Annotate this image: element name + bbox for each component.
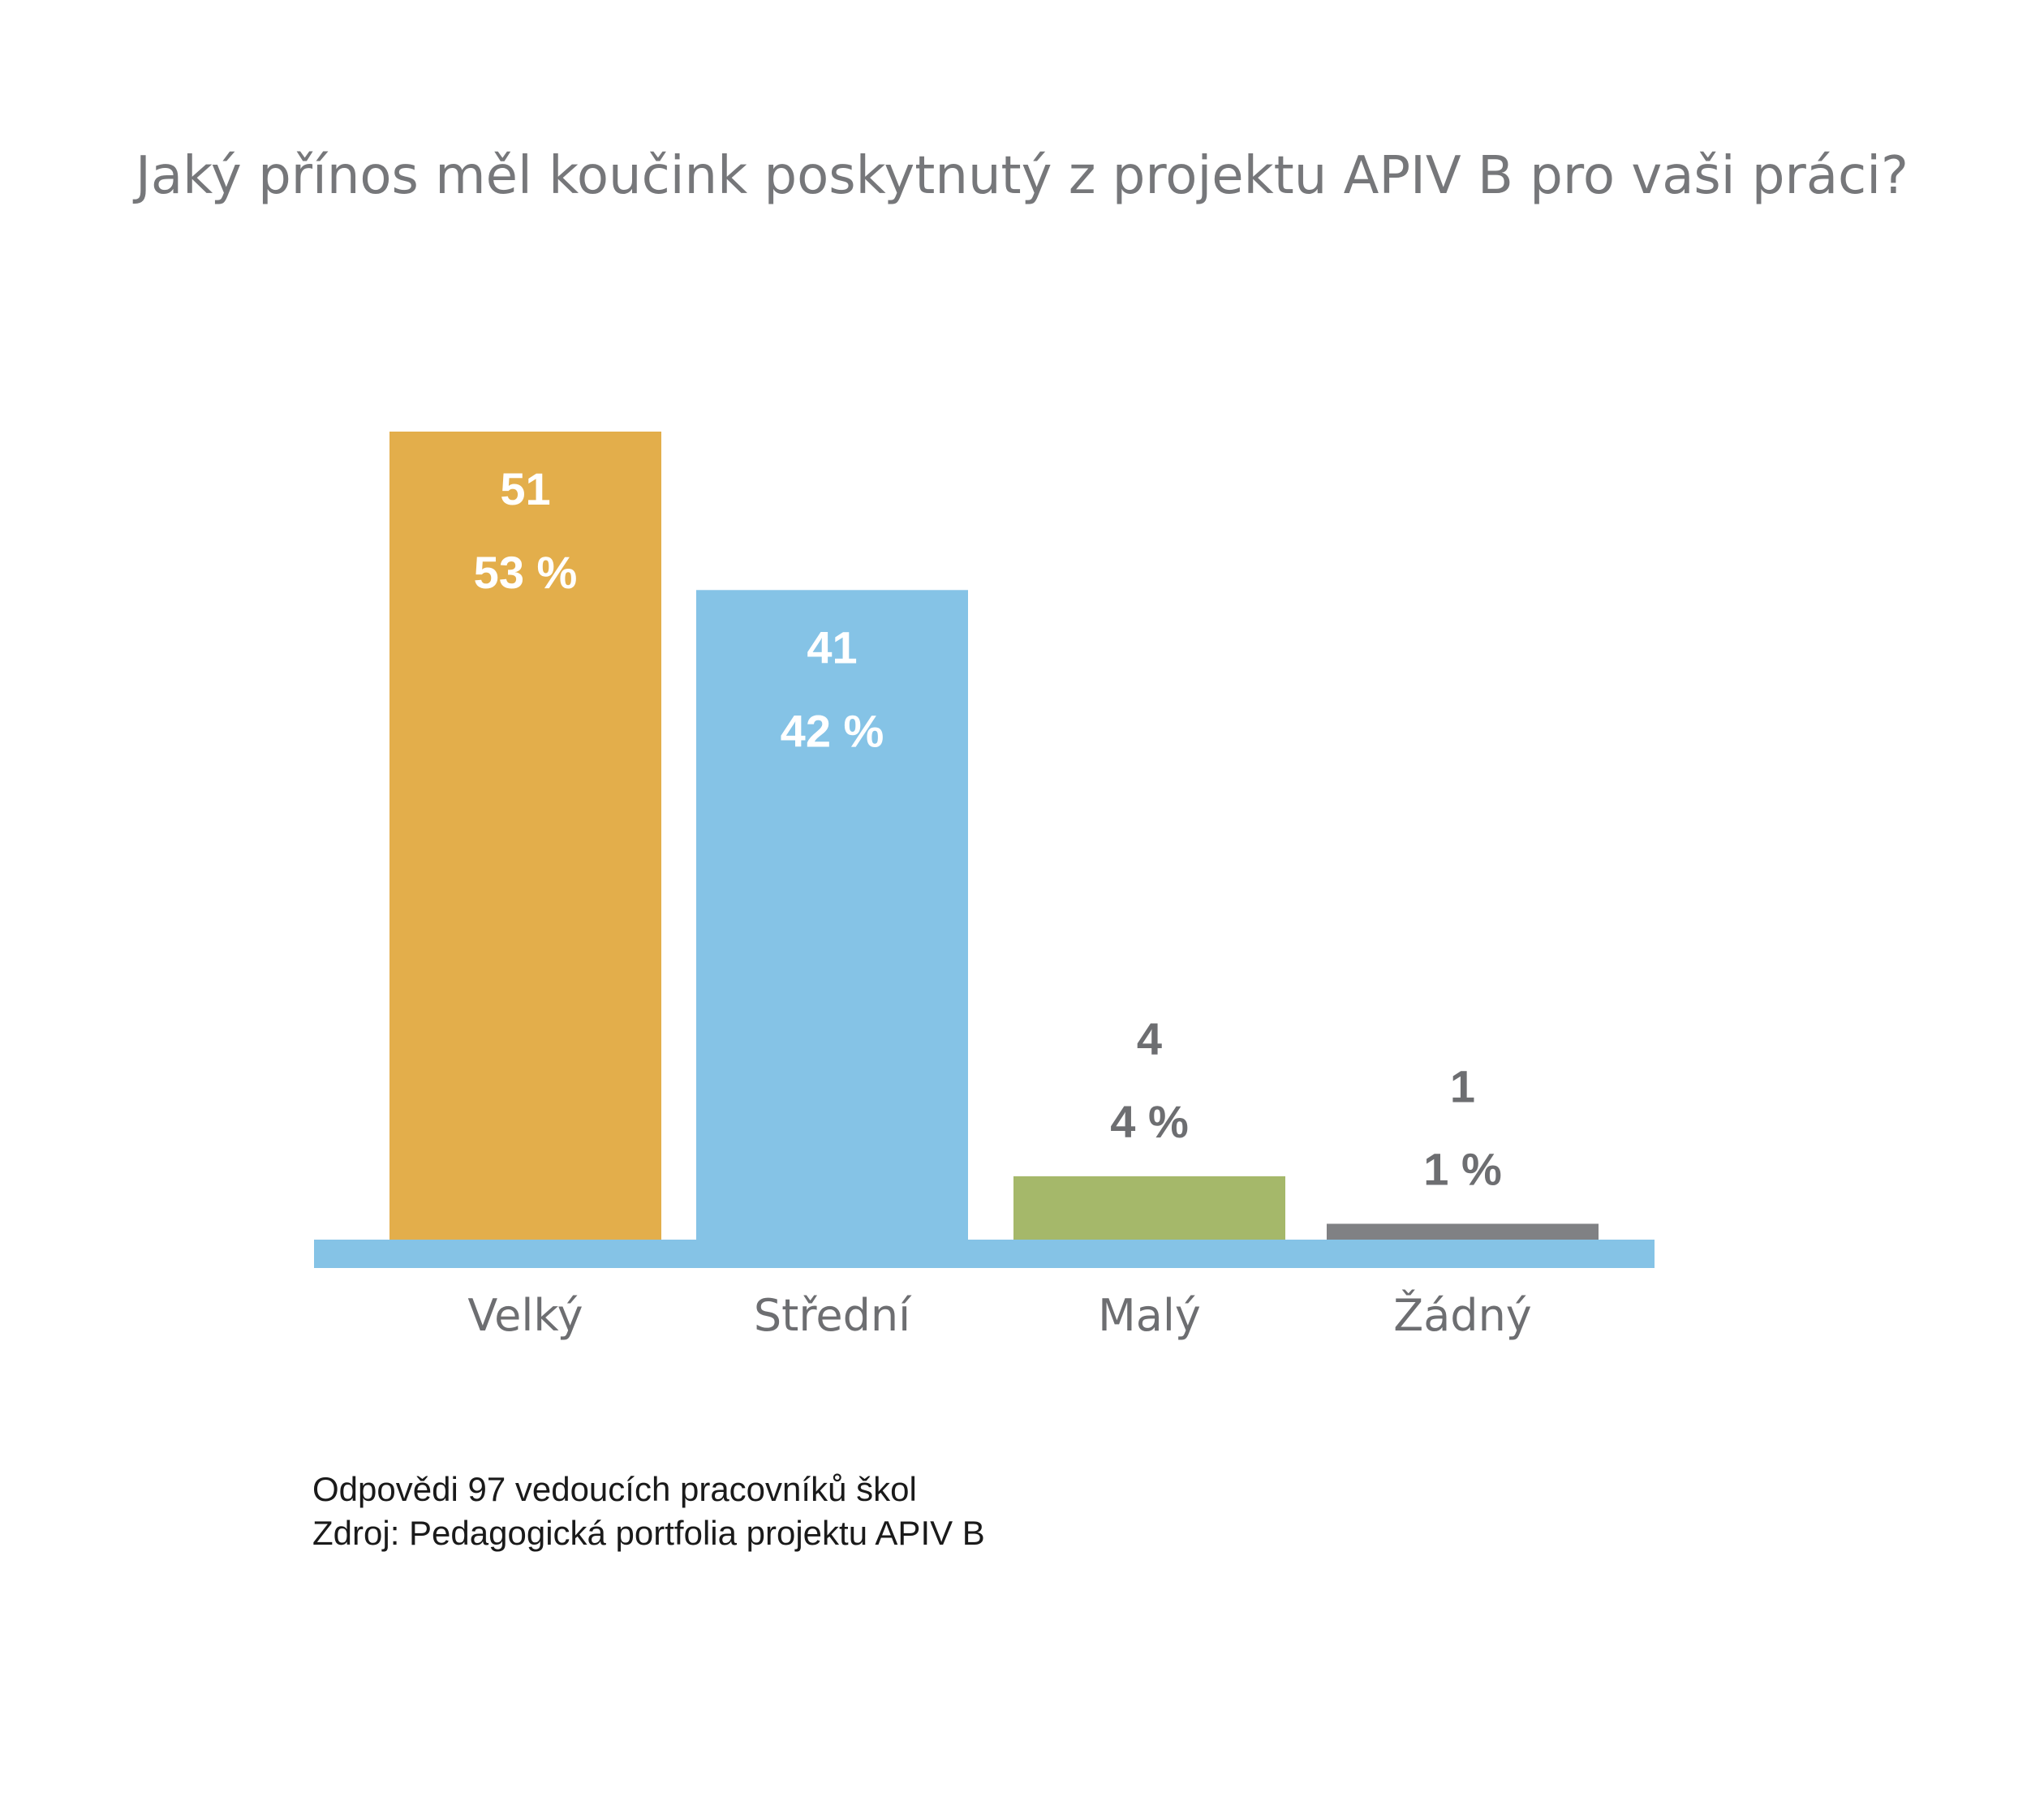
respondents-note: Odpovědi 97 vedoucích pracovníků škol	[312, 1470, 917, 1508]
bar-percent-label: 1 %	[1423, 1143, 1502, 1194]
category-label: Velký	[467, 1290, 583, 1341]
chart-title: Jaký přínos měl koučink poskytnutý z pro…	[136, 146, 1908, 206]
bar-percent-label: 4 %	[1110, 1096, 1189, 1147]
bar-count-label: 1	[1450, 1060, 1475, 1111]
bar-count-label: 51	[500, 463, 550, 514]
bar-4	[1327, 1223, 1599, 1243]
source-note: Zdroj: Pedagogická portfolia projektu AP…	[312, 1514, 985, 1552]
bar-2	[696, 590, 968, 1243]
bar-count-label: 4	[1137, 1013, 1162, 1064]
bar-1	[389, 432, 661, 1243]
baseline-strip	[314, 1240, 1655, 1268]
bar-count-label: 41	[807, 621, 857, 673]
category-label: Malý	[1098, 1290, 1201, 1341]
bar-percent-label: 53 %	[474, 547, 578, 598]
bar-percent-label: 42 %	[781, 705, 884, 756]
bar-3	[1013, 1176, 1285, 1243]
category-label: Střední	[754, 1290, 912, 1341]
category-label: Žádný	[1393, 1290, 1532, 1341]
